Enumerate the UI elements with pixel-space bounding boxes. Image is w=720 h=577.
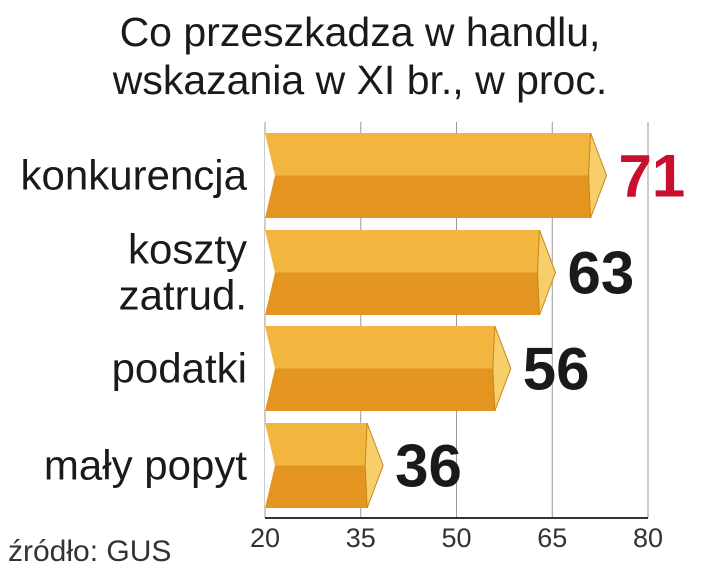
value-label: 36 — [395, 433, 462, 500]
bar-cap — [588, 132, 608, 219]
category-label: koszty — [128, 226, 247, 273]
bar — [265, 133, 591, 176]
bar-cap — [536, 229, 557, 316]
bar-cap — [364, 422, 384, 509]
bar-shade — [265, 272, 540, 315]
value-label: 63 — [567, 240, 634, 307]
bar-shade — [265, 175, 591, 218]
category-label: podatki — [112, 345, 247, 392]
value-label: 71 — [619, 143, 686, 210]
bar-shade — [265, 368, 495, 411]
x-tick-label: 50 — [441, 523, 471, 553]
category-label: konkurencja — [21, 152, 248, 199]
bar — [265, 423, 368, 466]
x-tick-label: 65 — [537, 523, 567, 553]
x-tick-label: 35 — [346, 523, 376, 553]
bar-shade — [265, 465, 368, 508]
chart-title: Co przeszkadza w handlu, wskazania w XI … — [0, 8, 720, 104]
bar — [265, 326, 495, 369]
bar — [265, 230, 540, 273]
bar-notch — [265, 133, 275, 218]
category-label: mały popyt — [44, 442, 247, 489]
bar-notch — [265, 423, 275, 508]
x-tick-label: 20 — [250, 523, 280, 553]
chart-title-line-1: Co przeszkadza w handlu, — [119, 9, 601, 55]
value-label: 56 — [523, 336, 590, 403]
bar-cap — [492, 325, 512, 412]
x-tick-label: 80 — [633, 523, 663, 553]
bar-notch — [265, 326, 275, 411]
chart-title-line-2: wskazania w XI br., w proc. — [112, 57, 608, 103]
source-note: źródło: GUS — [8, 535, 172, 568]
bar-notch — [265, 230, 275, 315]
category-label: zatrud. — [119, 272, 247, 319]
